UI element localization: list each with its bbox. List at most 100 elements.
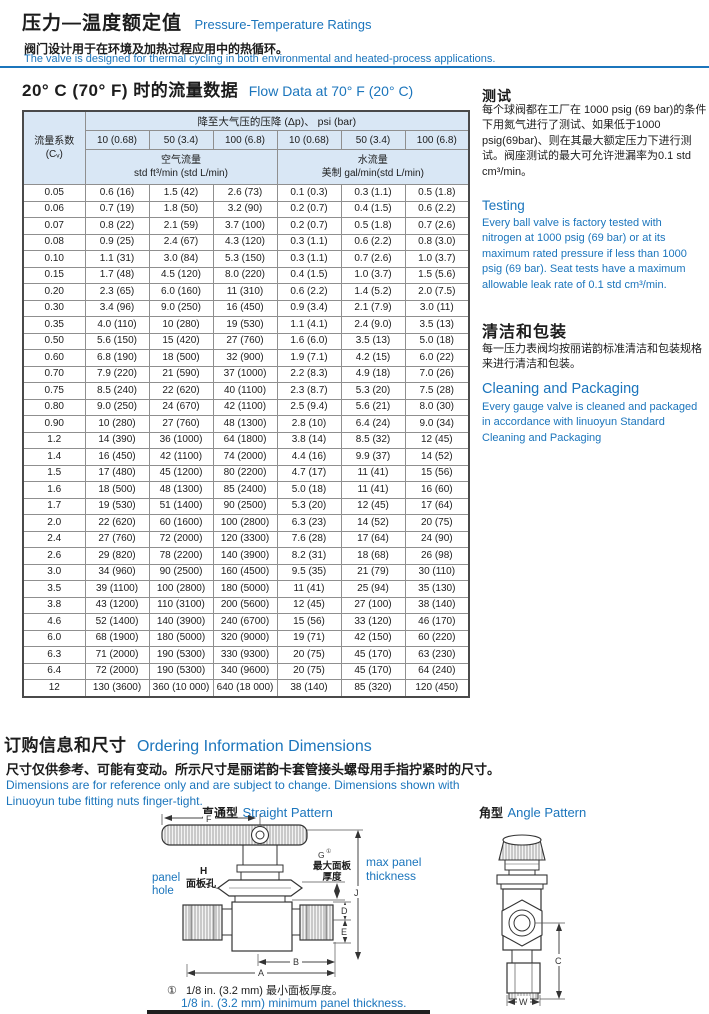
pressure-col-header: 10 (0.68) — [276, 130, 342, 150]
table-row: 1.7 19 (530) 51 (1400) 90 (2500) 5.3 (20) 12 … — [22, 497, 470, 515]
dim-w-label: W — [519, 997, 528, 1007]
flow-value: 360 (10 000) — [148, 679, 214, 697]
flow-value: 20 (75) — [404, 514, 470, 532]
flow-value: 26 (98) — [404, 547, 470, 565]
page-title-zh: 压力—温度额定值 — [22, 13, 183, 34]
water-flow-line2: 美制 gal/min(std L/min) — [321, 168, 424, 179]
dim-d-label: D — [341, 906, 348, 916]
flow-value: 2.5 (9.4) — [276, 398, 342, 416]
flow-value: 7.9 (220) — [84, 365, 150, 383]
flow-value: 72 (2000) — [148, 530, 214, 548]
flow-value: 0.9 (25) — [84, 233, 150, 251]
cleaning-title-zh: 清洁和包装 — [482, 324, 568, 341]
pressure-col-header: 100 (6.8) — [404, 130, 470, 150]
flow-value: 38 (140) — [276, 679, 342, 697]
table-row: 4.6 52 (1400) 140 (3900) 240 (6700) 15 (56) 3… — [22, 613, 470, 631]
flow-value: 130 (3600) — [84, 679, 150, 697]
flow-value: 21 (590) — [148, 365, 214, 383]
flow-value: 6.4 (24) — [340, 415, 406, 433]
flow-value: 180 (5000) — [148, 629, 214, 647]
flow-value: 110 (3100) — [148, 596, 214, 614]
flow-value: 17 (64) — [404, 497, 470, 515]
flow-value: 24 (90) — [404, 530, 470, 548]
flow-value: 35 (130) — [404, 580, 470, 598]
cv-value: 1.2 — [22, 431, 86, 449]
flow-value: 60 (220) — [404, 629, 470, 647]
flow-value: 18 (68) — [340, 547, 406, 565]
dim-f-label: F — [206, 814, 212, 824]
flow-value: 15 (56) — [276, 613, 342, 631]
flow-value: 4.4 (16) — [276, 448, 342, 466]
flow-value: 100 (2800) — [212, 514, 278, 532]
flow-value: 21 (79) — [340, 563, 406, 581]
dim-b-label: B — [293, 957, 299, 967]
flow-value: 27 (760) — [84, 530, 150, 548]
flow-value: 0.3 (1.1) — [276, 233, 342, 251]
cv-value: 0.30 — [22, 299, 86, 317]
flow-value: 100 (2800) — [148, 580, 214, 598]
dim-e-label: E — [341, 927, 347, 937]
flow-value: 340 (9600) — [212, 662, 278, 680]
table-row: 2.6 29 (820) 78 (2200) 140 (3900) 8.2 (31) 18… — [22, 547, 470, 565]
dim-j-label: J — [354, 888, 359, 898]
flow-value: 120 (450) — [404, 679, 470, 697]
flow-value: 330 (9300) — [212, 646, 278, 664]
flow-value: 0.3 (1.1) — [340, 184, 406, 202]
water-flow-line1: 水流量 — [357, 155, 388, 166]
flow-value: 19 (530) — [212, 316, 278, 334]
flow-value: 10 (280) — [148, 316, 214, 334]
flow-title-zh: 20° C (70° F) 时的流量数据 — [22, 81, 239, 100]
table-row: 0.30 3.4 (96) 9.0 (250) 16 (450) 0.9 (3.4) 2.… — [22, 299, 470, 317]
flow-value: 2.1 (59) — [148, 217, 214, 235]
table-row: 0.75 8.5 (240) 22 (620) 40 (1100) 2.3 (8.7) 5… — [22, 382, 470, 400]
flow-value: 0.7 (2.6) — [404, 217, 470, 235]
flow-value: 4.5 (120) — [148, 266, 214, 284]
flow-value: 33 (120) — [340, 613, 406, 631]
straight-pattern-diagram: F G ① — [161, 814, 363, 978]
table-row: 12 130 (3600) 360 (10 000) 640 (18 000) 38 (… — [22, 679, 470, 697]
flow-value: 19 (530) — [84, 497, 150, 515]
cv-value: 2.0 — [22, 514, 86, 532]
flow-value: 6.0 (22) — [404, 349, 470, 367]
flow-value: 2.1 (7.9) — [340, 299, 406, 317]
pressure-drop-header: 降至大气压的压降 (Δp)、 psi (bar) — [84, 110, 470, 131]
flow-value: 5.3 (20) — [276, 497, 342, 515]
cv-value: 0.06 — [22, 200, 86, 218]
pressure-col-header: 100 (6.8) — [212, 130, 278, 150]
flow-value: 63 (230) — [404, 646, 470, 664]
table-row: 0.06 0.7 (19) 1.8 (50) 3.2 (90) 0.2 (0.7) 0.4… — [22, 200, 470, 218]
flow-value: 8.2 (31) — [276, 547, 342, 565]
flow-data-table: 流量系数 (Cᵥ) 降至大气压的压降 (Δp)、 psi (bar) 10 (0… — [22, 110, 471, 698]
flow-value: 43 (1200) — [84, 596, 150, 614]
flow-value: 16 (450) — [84, 448, 150, 466]
flow-value: 90 (2500) — [148, 563, 214, 581]
flow-value: 12 (45) — [404, 431, 470, 449]
flow-value: 20 (75) — [276, 662, 342, 680]
flow-value: 0.4 (1.5) — [276, 266, 342, 284]
flow-value: 0.1 (0.3) — [276, 184, 342, 202]
flow-value: 180 (5000) — [212, 580, 278, 598]
page-desc-zh: 阀门设计用于在环境及加热过程应用中的热循环。 — [24, 42, 289, 56]
flow-title-en: Flow Data at 70° F (20° C) — [248, 83, 414, 99]
flow-value: 140 (3900) — [212, 547, 278, 565]
flow-value: 2.4 (67) — [148, 233, 214, 251]
table-row: 0.05 0.6 (16) 1.5 (42) 2.6 (73) 0.1 (0.3) 0.3… — [22, 184, 470, 202]
pressure-col-header: 10 (0.68) — [84, 130, 150, 150]
max-panel-label-zh: 最大面板厚度 — [312, 861, 351, 884]
flow-value: 3.0 (84) — [148, 250, 214, 268]
flow-value: 9.0 (250) — [84, 398, 150, 416]
ordering-desc-zh: 尺寸仅供参考、可能有变动。所示尺寸是丽诺韵卡套管接头螺母用手指拧紧时的尺寸。 — [6, 762, 501, 777]
flow-value: 42 (1100) — [212, 398, 278, 416]
flow-value: 2.3 (8.7) — [276, 382, 342, 400]
air-flow-header: 空气流量 std ft³/min (std L/min) — [84, 149, 278, 185]
flow-value: 3.5 (13) — [404, 316, 470, 334]
table-row: 0.15 1.7 (48) 4.5 (120) 8.0 (220) 0.4 (1.5) 1… — [22, 266, 470, 284]
flow-value: 78 (2200) — [148, 547, 214, 565]
flow-value: 140 (3900) — [148, 613, 214, 631]
flow-value: 22 (620) — [148, 382, 214, 400]
flow-value: 3.7 (100) — [212, 217, 278, 235]
flow-value: 1.0 (3.7) — [340, 266, 406, 284]
flow-value: 68 (1900) — [84, 629, 150, 647]
flow-value: 9.0 (250) — [148, 299, 214, 317]
cv-value: 0.60 — [22, 349, 86, 367]
